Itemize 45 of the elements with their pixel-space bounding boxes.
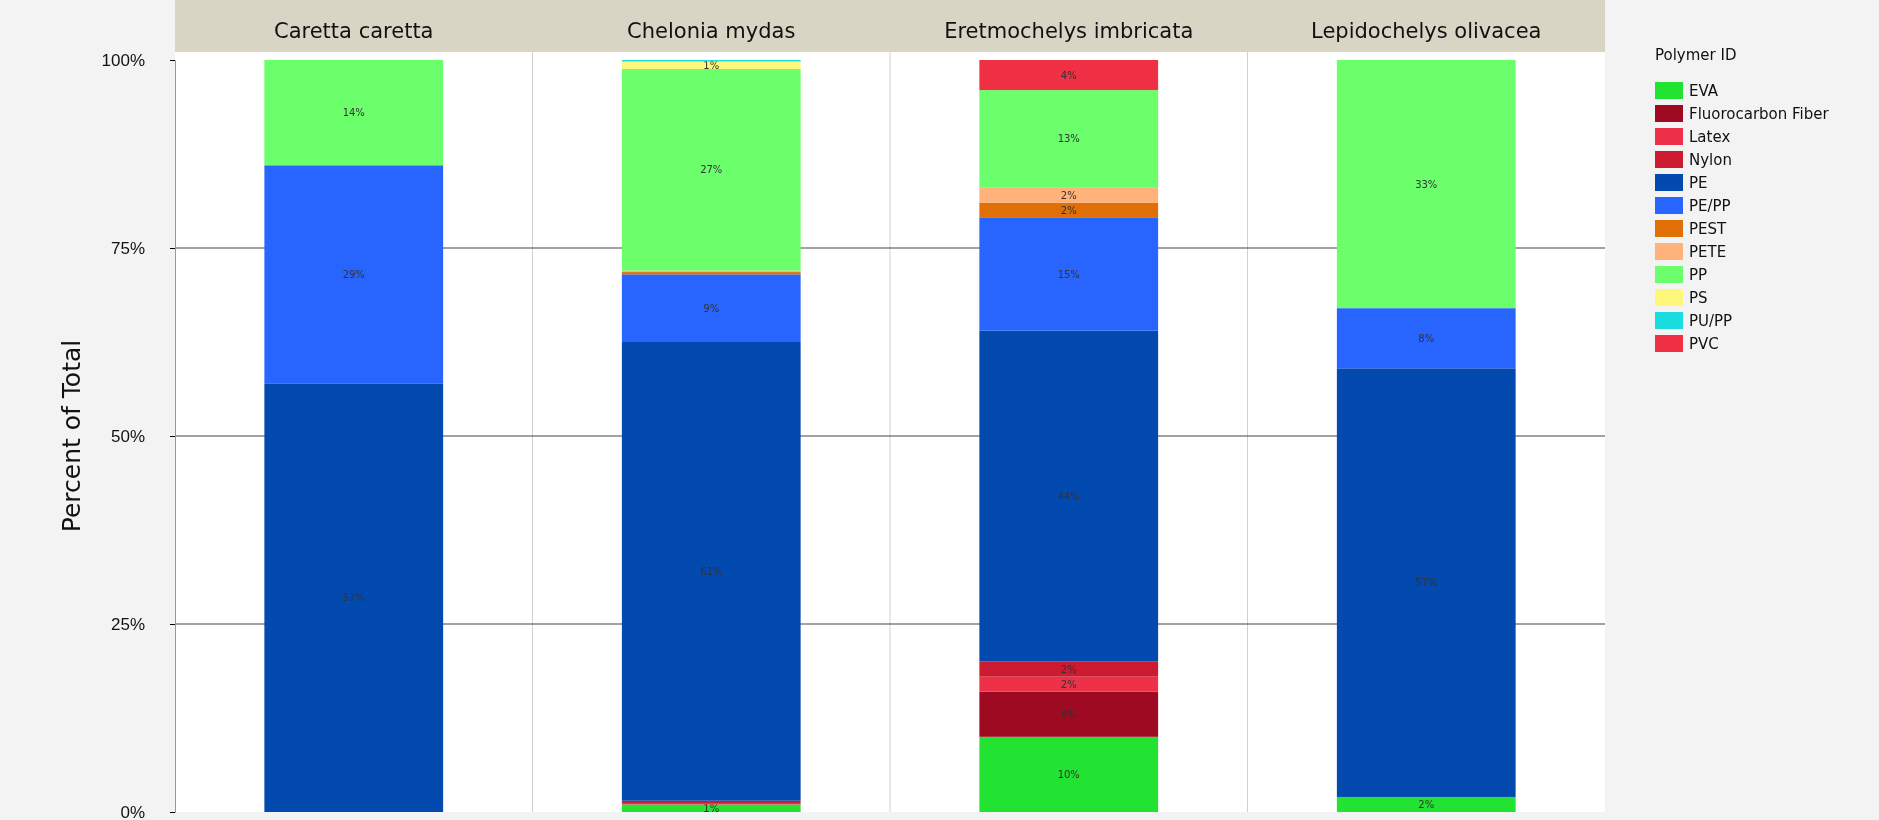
data-label: 1% [703,59,720,71]
data-label: 1% [703,802,720,814]
y-tick-label: 0% [120,802,145,820]
legend-label: EVA [1689,82,1719,100]
y-axis-title: Percent of Total [57,339,86,533]
legend-label: PETE [1689,243,1727,261]
data-label: 57% [342,592,365,604]
x-tick-label: Lepidochelys olivacea [1311,19,1542,43]
legend-label: PU/PP [1689,312,1733,330]
data-label: 2% [1418,798,1435,810]
data-label: 61% [700,565,723,577]
x-tick-label: Chelonia mydas [627,19,796,43]
legend-label: PE [1689,174,1708,192]
legend-label: PEST [1689,220,1728,238]
data-label: 44% [1057,490,1080,502]
data-label: 2% [1060,204,1077,216]
data-label: 6% [1060,708,1077,720]
legend-title: Polymer ID [1655,46,1737,64]
legend-label: PP [1689,266,1708,284]
legend-label: Fluorocarbon Fiber [1689,105,1830,123]
legend-label: PE/PP [1689,197,1731,215]
data-label: 2% [1060,678,1077,690]
data-label: 8% [1418,332,1435,344]
legend-label: PVC [1689,335,1719,353]
data-label: 15% [1057,268,1080,280]
y-tick-label: 75% [110,238,145,258]
data-label: 13% [1057,133,1080,145]
data-label: 10% [1057,768,1080,780]
legend-label: Latex [1689,128,1731,146]
x-tick-label: Eretmochelys imbricata [944,19,1194,43]
data-label: 2% [1060,189,1077,201]
data-label: 2% [1060,663,1077,675]
legend-label: Nylon [1689,151,1732,169]
y-tick-label: 50% [110,426,145,446]
y-tick-label: 100% [101,50,145,70]
data-label: 29% [342,268,365,280]
y-tick-label: 25% [110,614,145,634]
data-label: 33% [1415,178,1438,190]
data-label: 9% [703,302,720,314]
data-label: 14% [342,107,365,119]
legend-label: PS [1689,289,1708,307]
x-tick-label: Caretta caretta [274,19,434,43]
data-label: 4% [1060,69,1077,81]
data-label: 27% [700,164,723,176]
data-label: 57% [1415,577,1438,589]
